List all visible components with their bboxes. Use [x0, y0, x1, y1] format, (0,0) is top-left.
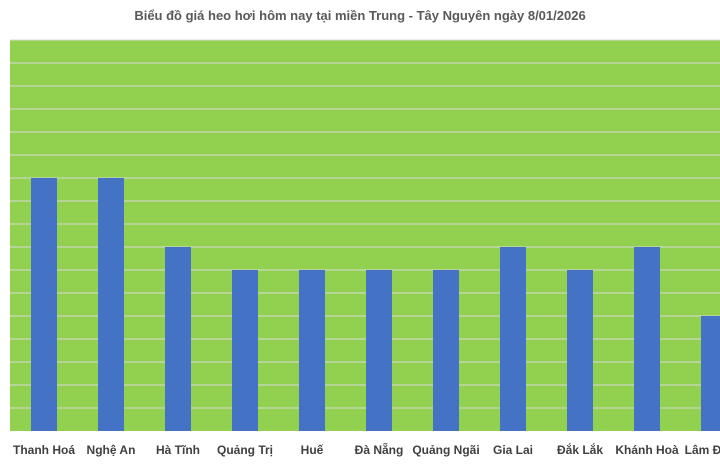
bar-11	[701, 316, 720, 431]
x-tick-label: Khánh Hoà	[615, 443, 679, 457]
x-tick-label: Nghệ An	[87, 443, 136, 457]
bar-1	[31, 178, 57, 431]
bar-10	[634, 247, 660, 431]
x-tick-label: Đắk Lắk	[557, 442, 603, 457]
x-tick-label: Huế	[301, 443, 324, 457]
plot-area	[10, 40, 720, 431]
bar-2	[98, 178, 124, 431]
x-tick-label: Gia Lai	[493, 443, 533, 457]
x-tick-label: Quảng Trị	[217, 443, 273, 457]
bar-8	[500, 247, 526, 431]
bar-4	[232, 270, 258, 431]
x-tick-label: Lâm Đồng	[685, 443, 720, 457]
x-tick-label: Hà Tĩnh	[156, 443, 200, 457]
chart-title: Biểu đồ giá heo hơi hôm nay tại miền Tru…	[134, 8, 586, 23]
bar-3	[165, 247, 191, 431]
x-tick-label: Quảng Ngãi	[412, 443, 479, 457]
x-tick-label: Thanh Hoá	[13, 443, 75, 457]
x-tick-label: Đà Nẵng	[355, 442, 404, 457]
bar-9	[567, 270, 593, 431]
bar-6	[366, 270, 392, 431]
bar-5	[299, 270, 325, 431]
bar-7	[433, 270, 459, 431]
